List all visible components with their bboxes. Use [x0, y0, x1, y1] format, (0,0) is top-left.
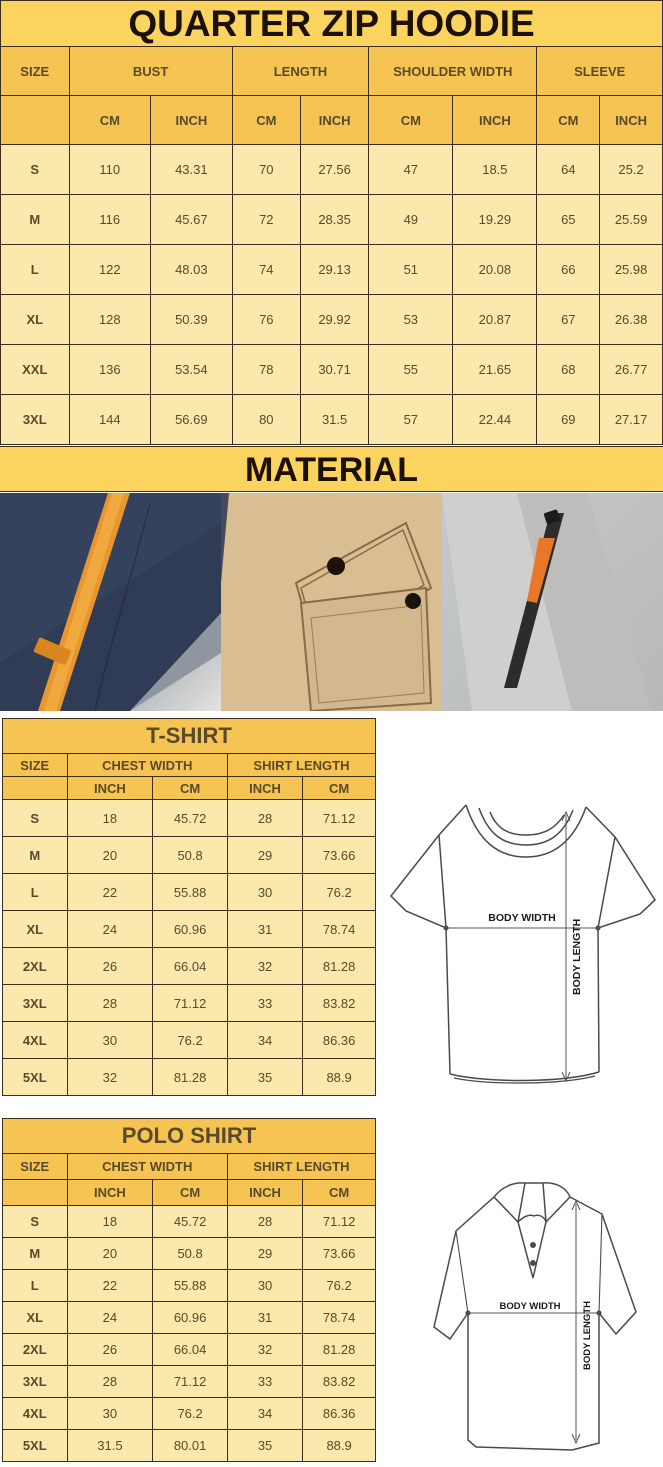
- svg-text:BODY WIDTH: BODY WIDTH: [499, 1301, 560, 1312]
- svg-text:BODY LENGTH: BODY LENGTH: [571, 919, 583, 995]
- svg-text:BODY WIDTH: BODY WIDTH: [488, 912, 555, 924]
- svg-text:BODY LENGTH: BODY LENGTH: [582, 1301, 593, 1370]
